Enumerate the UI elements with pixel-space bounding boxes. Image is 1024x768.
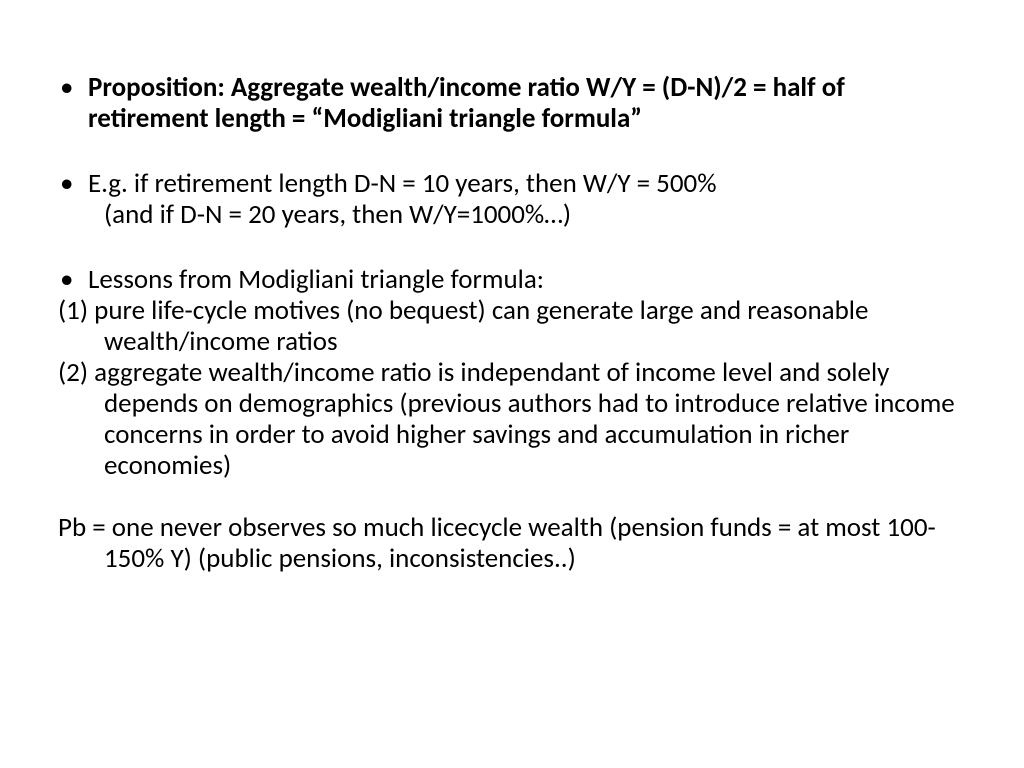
bullet-example: • E.g. if retirement length D-N = 10 yea… bbox=[58, 168, 966, 199]
bullet-lessons-header: • Lessons from Modigliani triangle formu… bbox=[58, 264, 966, 295]
slide-body: • Proposition: Aggregate wealth/income r… bbox=[58, 72, 966, 574]
lesson-2: (2) aggregate wealth/income ratio is ind… bbox=[58, 357, 966, 481]
bullet-marker: • bbox=[58, 168, 88, 199]
lesson-1: (1) pure life-cycle motives (no bequest)… bbox=[58, 295, 966, 357]
example-line2: (and if D-N = 20 years, then W/Y=1000%…) bbox=[58, 199, 966, 230]
pb-note: Pb = one never observes so much licecycl… bbox=[58, 512, 966, 574]
bullet-marker: • bbox=[58, 264, 88, 295]
bullet-marker: • bbox=[58, 72, 88, 134]
proposition-text: Proposition: Aggregate wealth/income rat… bbox=[88, 72, 966, 134]
example-line1: E.g. if retirement length D-N = 10 years… bbox=[88, 168, 966, 199]
lessons-header-text: Lessons from Modigliani triangle formula… bbox=[88, 264, 966, 295]
bullet-proposition: • Proposition: Aggregate wealth/income r… bbox=[58, 72, 966, 134]
